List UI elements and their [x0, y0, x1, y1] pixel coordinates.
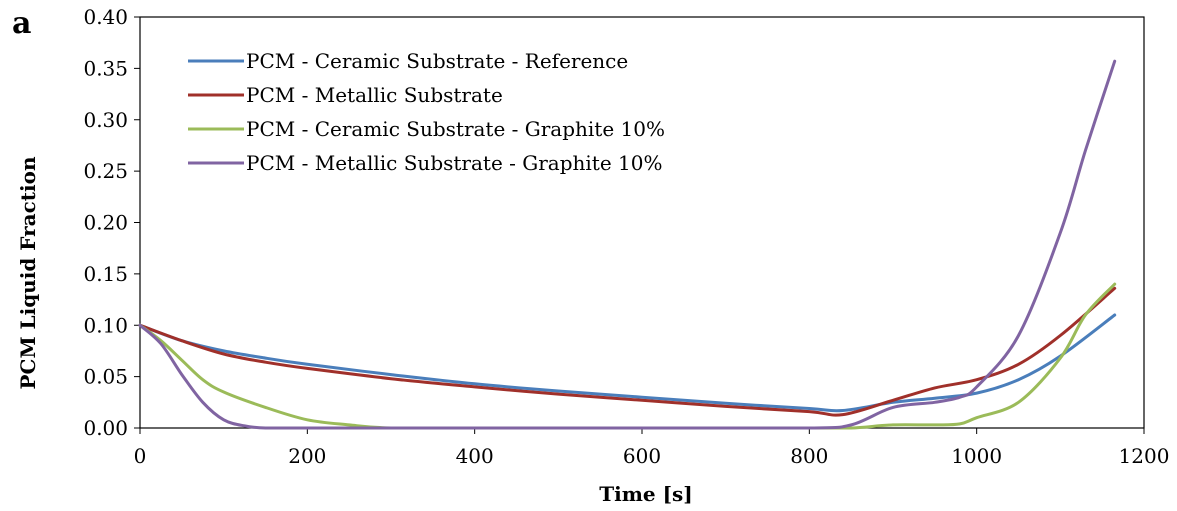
legend-label-4: PCM - Metallic Substrate - Graphite 10%	[246, 151, 662, 175]
series-line-1	[138, 313, 1117, 413]
series-line-3	[138, 282, 1117, 430]
x-tick-label: 600	[623, 444, 661, 468]
x-axis: 0 200 400 600 800 1000 1200	[134, 428, 1170, 468]
y-axis-title: PCM Liquid Fraction	[16, 156, 40, 389]
y-tick-label: 0.30	[83, 108, 128, 132]
x-tick-label: 800	[790, 444, 828, 468]
x-tick-label: 0	[134, 444, 147, 468]
y-tick-label: 0.20	[83, 211, 128, 235]
y-tick-label: 0.15	[83, 262, 128, 286]
x-tick-label: 1200	[1119, 444, 1170, 468]
series-line-4	[138, 59, 1117, 430]
legend-label-1: PCM - Ceramic Substrate - Reference	[246, 49, 628, 73]
panel-label: a	[12, 6, 31, 41]
legend: PCM - Ceramic Substrate - Reference PCM -…	[188, 49, 665, 175]
y-tick-label: 0.00	[83, 416, 128, 440]
y-tick-label: 0.25	[83, 159, 128, 183]
y-axis: 0.00 0.05 0.10 0.15 0.20 0.25 0.30 0.35 0.40	[83, 5, 140, 440]
legend-label-3: PCM - Ceramic Substrate - Graphite 10%	[246, 117, 665, 141]
series-lines	[138, 59, 1117, 430]
x-tick-label: 400	[456, 444, 494, 468]
y-tick-label: 0.05	[83, 365, 128, 389]
y-tick-label: 0.40	[83, 5, 128, 29]
series-line-2	[138, 286, 1117, 417]
y-tick-label: 0.10	[83, 313, 128, 337]
x-tick-label: 200	[288, 444, 326, 468]
x-axis-title: Time [s]	[599, 482, 693, 506]
y-tick-label: 0.35	[83, 56, 128, 80]
x-tick-label: 1000	[951, 444, 1002, 468]
legend-label-2: PCM - Metallic Substrate	[246, 83, 503, 107]
